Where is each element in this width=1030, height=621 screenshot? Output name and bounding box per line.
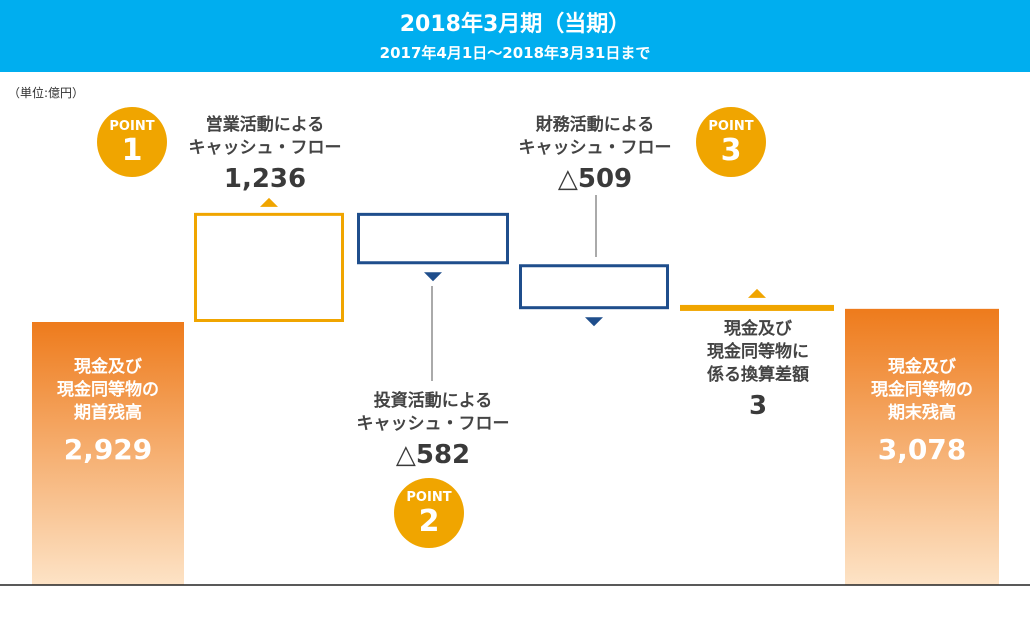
opening-balance-bar (32, 322, 184, 585)
financing-cf-label: 財務活動による キャッシュ・フロー △509 (495, 114, 695, 197)
period-title: 2018年3月期（当期） (399, 12, 631, 37)
investing-label-line2: キャッシュ・フロー (356, 413, 510, 434)
fx-effect-bar-arrow (748, 288, 766, 298)
fx-effect-bar (680, 304, 834, 311)
point-number-1: 1 (121, 133, 143, 168)
operating-cf-label: 営業活動による キャッシュ・フロー 1,236 (170, 114, 360, 197)
closing-label-line3: 期末残高 (888, 402, 956, 423)
financing-label-line2: キャッシュ・フロー (518, 137, 672, 158)
financing-cf-bar-arrow (585, 317, 603, 327)
investing-cf-label: 投資活動による キャッシュ・フロー △582 (333, 390, 533, 473)
header-banner: 2018年3月期（当期） 2017年4月1日〜2018年3月31日まで (0, 0, 1030, 72)
closing-balance-bar (845, 308, 999, 585)
point-word-3: POINT (708, 119, 754, 134)
fx-label-line3: 係る換算差額 (707, 364, 809, 385)
point-number-2: 2 (418, 504, 440, 539)
fx-label-line2: 現金同等物に (707, 341, 809, 362)
fx-label-line1: 現金及び (724, 319, 792, 339)
point-number-3: 3 (720, 133, 742, 168)
closing-label-line2: 現金同等物の (871, 379, 973, 400)
unit-label: （単位:億円） (8, 86, 85, 100)
point-badge-2: POINT 2 (394, 478, 464, 548)
opening-label-line3: 期首残高 (74, 402, 142, 423)
opening-value: 2,929 (63, 432, 153, 466)
operating-cf-bar-arrow (260, 197, 278, 207)
operating-label-line1: 営業活動による (205, 115, 325, 135)
investing-label-line1: 投資活動による (373, 391, 493, 411)
closing-balance-label: 現金及び 現金同等物の 期末残高 3,078 (845, 356, 999, 469)
financing-cf-bar (519, 264, 669, 310)
operating-value: 1,236 (223, 163, 307, 194)
period-subtitle: 2017年4月1日〜2018年3月31日まで (379, 44, 651, 62)
closing-label-line1: 現金及び (888, 357, 956, 377)
opening-label-line1: 現金及び (74, 357, 142, 377)
point-word-2: POINT (406, 490, 452, 505)
investing-cf-bar (357, 212, 509, 265)
fx-effect-label: 現金及び 現金同等物に 係る換算差額 3 (668, 318, 848, 424)
opening-balance-label: 現金及び 現金同等物の 期首残高 2,929 (32, 356, 184, 469)
closing-value: 3,078 (877, 432, 967, 466)
operating-label-line2: キャッシュ・フロー (188, 137, 342, 158)
financing-value: △509 (557, 163, 633, 194)
point-badge-3: POINT 3 (696, 107, 766, 177)
point-word-1: POINT (109, 119, 155, 134)
investing-value: △582 (395, 439, 471, 470)
financing-label-line1: 財務活動による (535, 115, 655, 135)
opening-label-line2: 現金同等物の (57, 379, 159, 400)
investing-cf-bar-arrow (424, 272, 442, 282)
point-badge-1: POINT 1 (97, 107, 167, 177)
fx-value: 3 (748, 390, 768, 421)
operating-cf-bar (194, 212, 344, 323)
